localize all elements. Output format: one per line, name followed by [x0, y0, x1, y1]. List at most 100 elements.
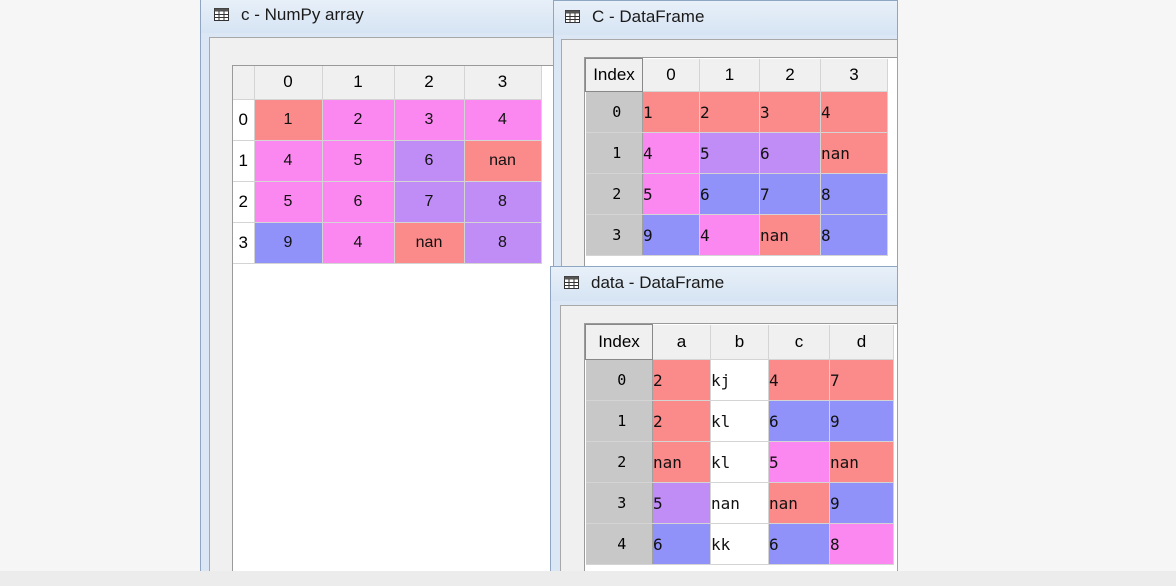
- corner-header: [233, 66, 255, 100]
- table-cell[interactable]: kl: [710, 441, 769, 483]
- index-header[interactable]: Index: [585, 58, 643, 92]
- table-row: 2 nan kl 5 nan: [585, 441, 894, 483]
- numpy-window-body: 0 1 2 3 0 1 2 3 4 1 4 5 6 nan 2 5 6 7 8 3 9 4 nan 8: [209, 37, 569, 577]
- row-header[interactable]: 3: [233, 222, 255, 264]
- table-cell[interactable]: 1: [254, 99, 323, 141]
- table-cell[interactable]: 7: [829, 359, 894, 401]
- table-icon: [565, 10, 580, 23]
- table-cell[interactable]: 8: [464, 222, 542, 264]
- row-header[interactable]: 0: [233, 99, 255, 141]
- table-cell[interactable]: kl: [710, 400, 769, 442]
- table-cell[interactable]: 2: [322, 99, 395, 141]
- table-cell[interactable]: nan: [652, 441, 711, 483]
- table-cell[interactable]: 6: [759, 132, 821, 174]
- table-cell[interactable]: nan: [768, 482, 830, 524]
- table-cell[interactable]: 9: [829, 400, 894, 442]
- column-header[interactable]: 0: [254, 66, 323, 100]
- table-cell[interactable]: 6: [768, 523, 830, 565]
- table-cell[interactable]: 3: [394, 99, 465, 141]
- table-cell[interactable]: 5: [322, 140, 395, 182]
- table-cell[interactable]: 4: [642, 132, 700, 174]
- data-dataframe-body: Index a b c d 0 2 kj 4 7 1 2 kl 6 9 2 nan kl 5 nan 3 5 na…: [560, 305, 897, 585]
- data-dataframe-table: Index a b c d 0 2 kj 4 7 1 2 kl 6 9 2 nan kl 5 nan 3 5 na…: [585, 324, 894, 565]
- table-cell[interactable]: kj: [710, 359, 769, 401]
- column-header[interactable]: b: [710, 324, 769, 360]
- c-dataframe-titlebar[interactable]: C - DataFrame: [554, 1, 897, 35]
- row-header[interactable]: 1: [585, 132, 643, 174]
- table-row: 4 6 kk 6 8: [585, 523, 894, 565]
- table-row: 3 9 4 nan 8: [233, 222, 542, 264]
- table-cell[interactable]: nan: [829, 441, 894, 483]
- table-cell[interactable]: 6: [322, 181, 395, 223]
- column-header[interactable]: 2: [759, 58, 821, 92]
- table-cell[interactable]: 7: [759, 173, 821, 215]
- table-row: 1 4 5 6 nan: [585, 132, 888, 174]
- table-cell[interactable]: nan: [759, 214, 821, 256]
- table-cell[interactable]: 6: [652, 523, 711, 565]
- table-cell[interactable]: 2: [652, 400, 711, 442]
- table-cell[interactable]: nan: [464, 140, 542, 182]
- table-cell[interactable]: 6: [768, 400, 830, 442]
- table-cell[interactable]: 3: [759, 91, 821, 133]
- desktop-background-bottom: [0, 571, 1176, 586]
- table-cell[interactable]: 9: [254, 222, 323, 264]
- row-header[interactable]: 2: [233, 181, 255, 223]
- table-cell[interactable]: nan: [394, 222, 465, 264]
- table-cell[interactable]: 8: [829, 523, 894, 565]
- index-header[interactable]: Index: [585, 324, 653, 360]
- table-cell[interactable]: 2: [652, 359, 711, 401]
- table-cell[interactable]: nan: [710, 482, 769, 524]
- table-cell[interactable]: 1: [642, 91, 700, 133]
- table-cell[interactable]: 5: [652, 482, 711, 524]
- column-header[interactable]: 3: [820, 58, 888, 92]
- column-header[interactable]: c: [768, 324, 830, 360]
- table-cell[interactable]: 7: [394, 181, 465, 223]
- numpy-array-table: 0 1 2 3 0 1 2 3 4 1 4 5 6 nan 2 5 6 7 8 3 9 4 nan 8: [233, 66, 542, 264]
- column-header[interactable]: 1: [699, 58, 760, 92]
- table-cell[interactable]: 9: [829, 482, 894, 524]
- table-cell[interactable]: nan: [820, 132, 888, 174]
- table-cell[interactable]: 5: [642, 173, 700, 215]
- row-header[interactable]: 2: [585, 441, 653, 483]
- table-cell[interactable]: 8: [820, 214, 888, 256]
- column-header[interactable]: a: [652, 324, 711, 360]
- table-cell[interactable]: 4: [322, 222, 395, 264]
- table-row: 1 4 5 6 nan: [233, 140, 542, 182]
- table-cell[interactable]: 6: [394, 140, 465, 182]
- row-header[interactable]: 0: [585, 359, 653, 401]
- table-cell[interactable]: 4: [820, 91, 888, 133]
- table-row: 3 9 4 nan 8: [585, 214, 888, 256]
- table-cell[interactable]: 4: [464, 99, 542, 141]
- numpy-window-titlebar[interactable]: c - NumPy array: [201, 0, 569, 33]
- table-cell[interactable]: 4: [768, 359, 830, 401]
- window-title: C - DataFrame: [592, 7, 705, 26]
- table-cell[interactable]: 2: [699, 91, 760, 133]
- table-cell[interactable]: 4: [254, 140, 323, 182]
- table-cell[interactable]: 8: [464, 181, 542, 223]
- row-header[interactable]: 3: [585, 482, 653, 524]
- table-cell[interactable]: kk: [710, 523, 769, 565]
- table-cell[interactable]: 5: [699, 132, 760, 174]
- row-header[interactable]: 4: [585, 523, 653, 565]
- column-header[interactable]: 0: [642, 58, 700, 92]
- row-header[interactable]: 3: [585, 214, 643, 256]
- column-header[interactable]: 2: [394, 66, 465, 100]
- table-cell[interactable]: 5: [768, 441, 830, 483]
- table-cell[interactable]: 8: [820, 173, 888, 215]
- table-cell[interactable]: 5: [254, 181, 323, 223]
- row-header[interactable]: 1: [233, 140, 255, 182]
- data-dataframe-window: data - DataFrame Index a b c d 0 2 kj 4 7 1 2 k…: [550, 266, 898, 586]
- column-header[interactable]: d: [829, 324, 894, 360]
- row-header[interactable]: 2: [585, 173, 643, 215]
- column-header[interactable]: 3: [464, 66, 542, 100]
- table-cell[interactable]: 9: [642, 214, 700, 256]
- table-cell[interactable]: 4: [699, 214, 760, 256]
- data-dataframe-titlebar[interactable]: data - DataFrame: [551, 267, 897, 301]
- table-cell[interactable]: 6: [699, 173, 760, 215]
- row-header[interactable]: 1: [585, 400, 653, 442]
- row-header[interactable]: 0: [585, 91, 643, 133]
- column-header[interactable]: 1: [322, 66, 395, 100]
